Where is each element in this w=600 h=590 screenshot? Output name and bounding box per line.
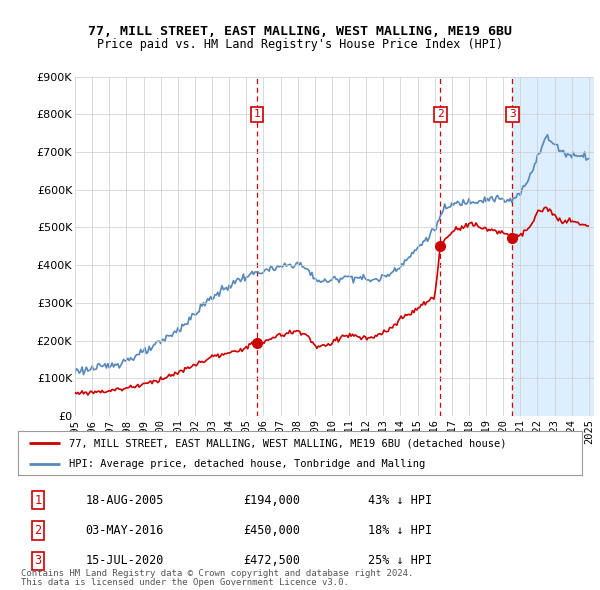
Text: £450,000: £450,000 [244, 524, 301, 537]
Text: £472,500: £472,500 [244, 554, 301, 567]
Text: Contains HM Land Registry data © Crown copyright and database right 2024.: Contains HM Land Registry data © Crown c… [21, 569, 413, 578]
Text: 77, MILL STREET, EAST MALLING, WEST MALLING, ME19 6BU: 77, MILL STREET, EAST MALLING, WEST MALL… [88, 25, 512, 38]
Text: 1: 1 [254, 109, 260, 119]
Text: HPI: Average price, detached house, Tonbridge and Malling: HPI: Average price, detached house, Tonb… [69, 459, 425, 469]
Text: 2: 2 [34, 524, 41, 537]
Text: Price paid vs. HM Land Registry's House Price Index (HPI): Price paid vs. HM Land Registry's House … [97, 38, 503, 51]
Text: 15-JUL-2020: 15-JUL-2020 [86, 554, 164, 567]
Text: 03-MAY-2016: 03-MAY-2016 [86, 524, 164, 537]
Text: 1: 1 [34, 494, 41, 507]
Text: This data is licensed under the Open Government Licence v3.0.: This data is licensed under the Open Gov… [21, 578, 349, 587]
Text: 3: 3 [34, 554, 41, 567]
Text: 25% ↓ HPI: 25% ↓ HPI [368, 554, 432, 567]
Text: 43% ↓ HPI: 43% ↓ HPI [368, 494, 432, 507]
Bar [512, 77, 600, 416]
Text: 77, MILL STREET, EAST MALLING, WEST MALLING, ME19 6BU (detached house): 77, MILL STREET, EAST MALLING, WEST MALL… [69, 438, 506, 448]
Text: 18-AUG-2005: 18-AUG-2005 [86, 494, 164, 507]
Text: £194,000: £194,000 [244, 494, 301, 507]
Text: 2: 2 [437, 109, 444, 119]
Text: 18% ↓ HPI: 18% ↓ HPI [368, 524, 432, 537]
Text: 3: 3 [509, 109, 516, 119]
